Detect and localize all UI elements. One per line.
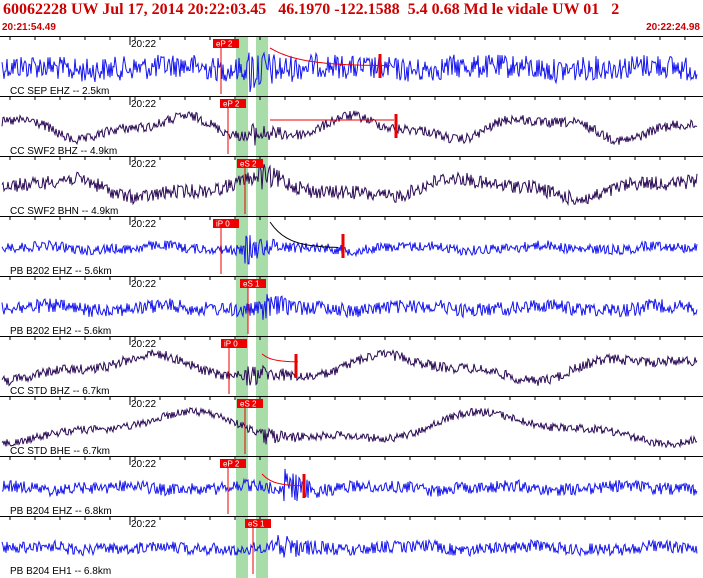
pick-label: eS 1 <box>243 280 260 289</box>
coda-decay-curve <box>261 473 303 487</box>
pick-label: eP 2 <box>216 40 233 49</box>
station-label: CC SEP EHZ -- 2.5km <box>10 86 109 97</box>
trace-time-label: 20:22 <box>131 459 156 470</box>
start-time: 20:21:54.49 <box>2 22 56 33</box>
waveform <box>1 235 698 265</box>
pick-marker[interactable] <box>245 519 271 528</box>
trace-panel[interactable]: 20:22 eP 2 CC SWF2 BHZ -- 4.9km <box>0 96 703 157</box>
pick-marker[interactable] <box>221 339 247 348</box>
pick-label: eS 1 <box>248 520 265 529</box>
waveform <box>1 349 698 387</box>
pick-label: eS 2 <box>240 400 257 409</box>
waveform <box>1 110 698 146</box>
trace-panel[interactable]: 20:22 eS 1 PB B204 EH1 -- 6.8km <box>0 516 703 577</box>
trace-time-label: 20:22 <box>131 99 156 110</box>
pick-marker[interactable] <box>213 39 239 48</box>
waveform <box>1 468 698 502</box>
event-title: 60062228 UW Jul 17, 2014 20:22:03.45 46.… <box>3 1 620 18</box>
trace-panel[interactable]: 20:22 eP 2 CC SEP EHZ -- 2.5km <box>0 36 703 97</box>
trace-time-label: 20:22 <box>131 519 156 530</box>
station-label: PB B202 EHZ -- 5.6km <box>10 266 112 277</box>
pick-marker[interactable] <box>220 459 246 468</box>
pick-marker[interactable] <box>220 99 246 108</box>
pick-marker[interactable] <box>237 399 263 408</box>
coda-decay-curve <box>269 47 391 67</box>
waveform <box>1 535 698 558</box>
trace-time-label: 20:22 <box>131 279 156 290</box>
waveform <box>1 294 698 320</box>
trace-panel[interactable]: 20:22 iP 0 CC STD BHZ -- 6.7km <box>0 336 703 397</box>
pick-label: eS 2 <box>240 160 257 169</box>
seismogram-panel[interactable]: 20:22 eP 2 CC SEP EHZ -- 2.5km 20:22 eP 2 CC … <box>0 36 703 578</box>
station-label: PB B204 EH1 -- 6.8km <box>10 566 111 577</box>
end-time: 20:22:24.98 <box>646 22 700 33</box>
pick-label: iP 0 <box>224 340 238 349</box>
event-header: 60062228 UW Jul 17, 2014 20:22:03.45 46.… <box>0 0 703 36</box>
pick-label: eP 2 <box>223 100 240 109</box>
coda-decay-curve <box>261 353 299 363</box>
waveform <box>1 406 698 449</box>
station-label: CC STD BHZ -- 6.7km <box>10 386 109 397</box>
trace-time-label: 20:22 <box>131 399 156 410</box>
trace-panel[interactable]: 20:22 iP 0 PB B202 EHZ -- 5.6km <box>0 216 703 277</box>
waveform <box>1 51 698 93</box>
trace-panel[interactable]: 20:22 eS 2 CC STD BHE -- 6.7km <box>0 396 703 457</box>
station-label: CC SWF2 BHN -- 4.9km <box>10 206 118 217</box>
trace-time-label: 20:22 <box>131 339 156 350</box>
trace-time-label: 20:22 <box>131 159 156 170</box>
trace-panel[interactable]: 20:22 eS 2 CC SWF2 BHN -- 4.9km <box>0 156 703 217</box>
trace-time-label: 20:22 <box>131 39 156 50</box>
pick-marker[interactable] <box>213 219 239 228</box>
pick-marker[interactable] <box>237 159 263 168</box>
pick-label: eP 2 <box>223 460 240 469</box>
coda-decay-curve <box>269 221 339 248</box>
station-label: PB B202 EH2 -- 5.6km <box>10 326 111 337</box>
station-label: CC STD BHE -- 6.7km <box>10 446 110 457</box>
station-label: PB B204 EHZ -- 6.8km <box>10 506 112 517</box>
pick-label: iP 0 <box>216 220 230 229</box>
waveform <box>1 163 698 207</box>
pick-marker[interactable] <box>240 279 266 288</box>
station-label: CC SWF2 BHZ -- 4.9km <box>10 146 117 157</box>
trace-time-label: 20:22 <box>131 219 156 230</box>
trace-panel[interactable]: 20:22 eS 1 PB B202 EH2 -- 5.6km <box>0 276 703 337</box>
trace-panel[interactable]: 20:22 eP 2 PB B204 EHZ -- 6.8km <box>0 456 703 517</box>
